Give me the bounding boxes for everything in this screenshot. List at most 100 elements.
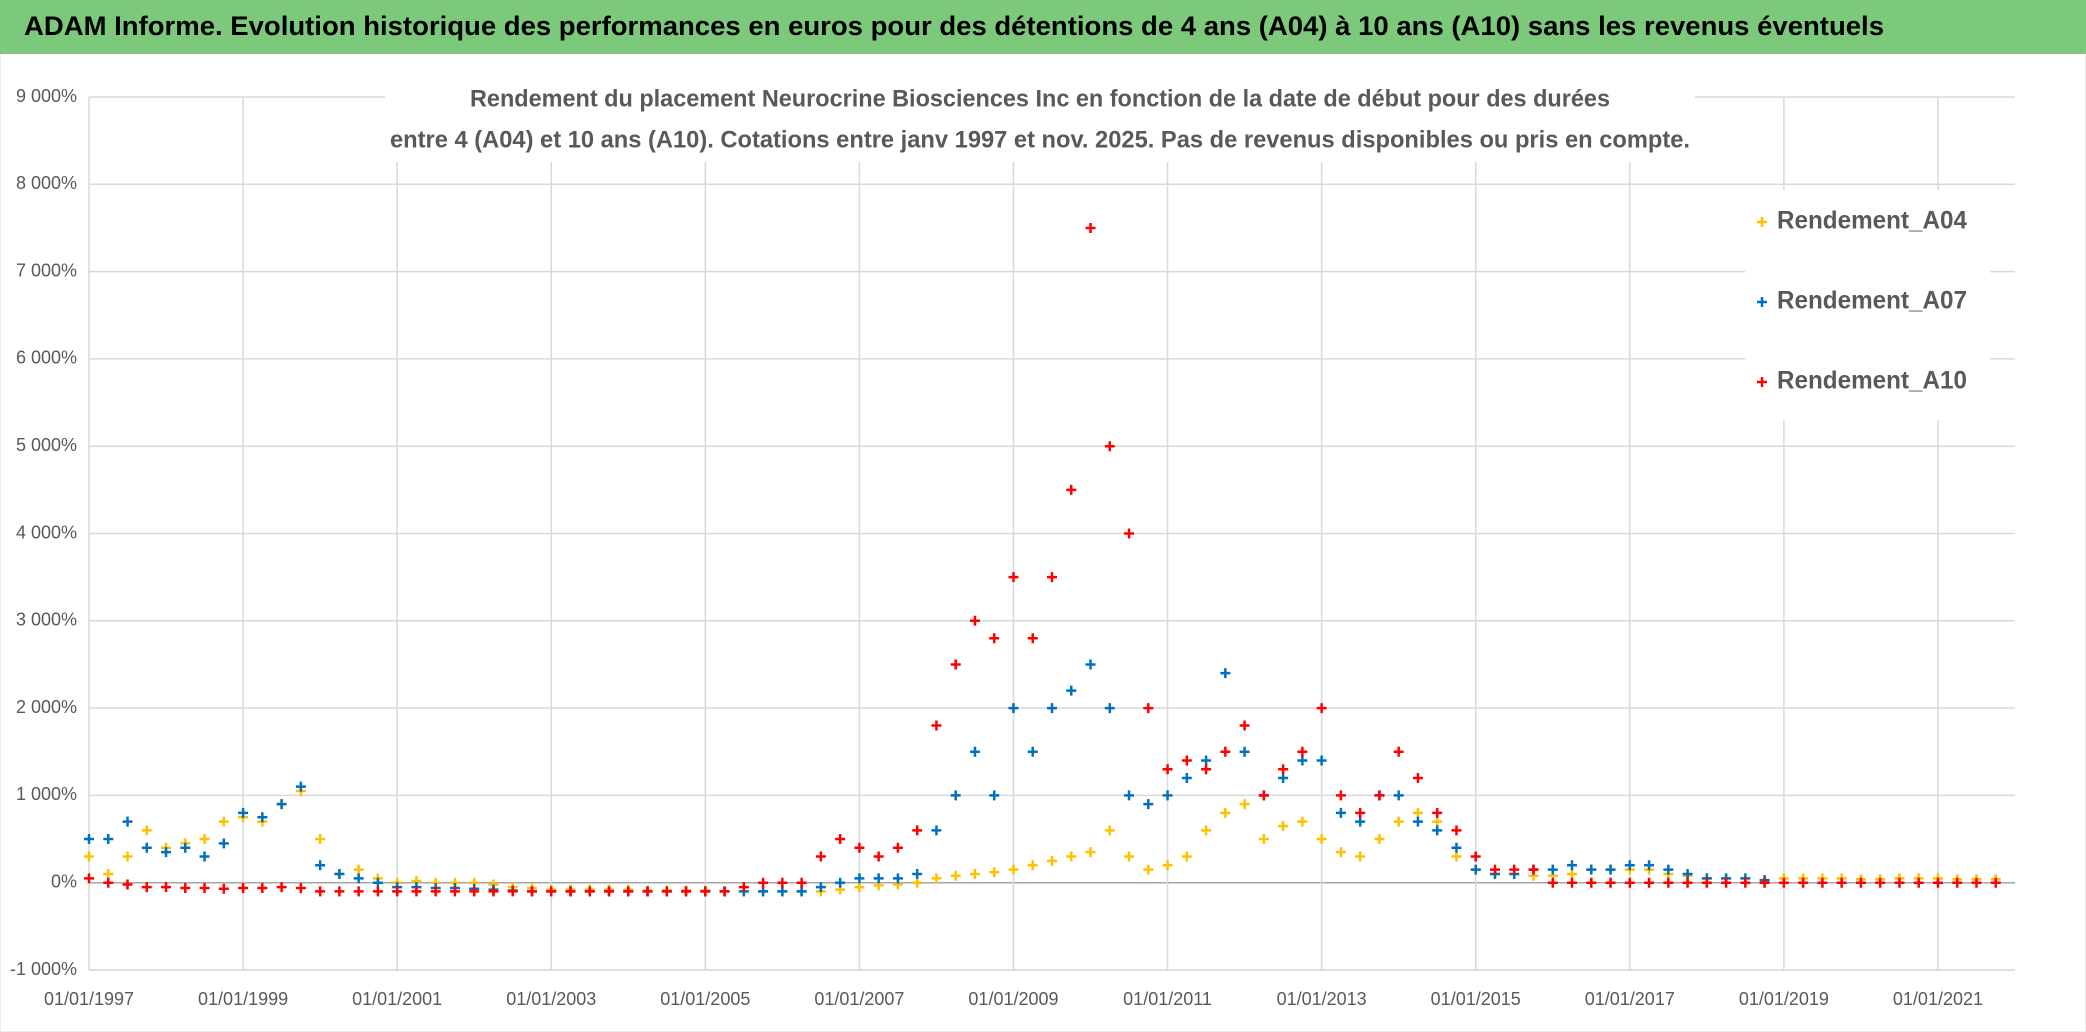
data-point (141, 842, 152, 853)
data-point (1547, 877, 1558, 888)
data-point (1682, 868, 1693, 879)
data-point (526, 886, 537, 897)
data-point (1355, 816, 1366, 827)
data-point (1432, 807, 1443, 818)
chart-subtitle: entre 4 (A04) et 10 ans (A10). Cotations… (390, 126, 1690, 153)
data-point (623, 886, 634, 897)
x-tick-label: 01/01/2011 (1123, 989, 1212, 1009)
data-point (238, 882, 249, 893)
data-point (353, 864, 364, 875)
data-point (430, 886, 441, 897)
data-point (1567, 868, 1578, 879)
data-point (1258, 834, 1269, 845)
data-point (1008, 703, 1019, 714)
x-tick-label: 01/01/2019 (1739, 989, 1829, 1009)
data-point (546, 886, 557, 897)
data-point (276, 882, 287, 893)
data-point (1855, 877, 1866, 888)
data-point (854, 842, 865, 853)
data-point (1201, 755, 1212, 766)
data-point (1297, 816, 1308, 827)
data-point (488, 886, 499, 897)
data-point (1374, 790, 1385, 801)
data-point (1181, 755, 1192, 766)
data-point (815, 882, 826, 893)
x-tick-label: 01/01/1999 (198, 989, 288, 1009)
legend-label: Rendement_A10 (1777, 367, 1967, 395)
data-point (1836, 877, 1847, 888)
data-point (84, 851, 94, 862)
data-point (1586, 864, 1597, 875)
data-point (1297, 755, 1308, 766)
data-point (1875, 877, 1886, 888)
data-point (1316, 755, 1327, 766)
data-point (295, 882, 306, 893)
y-tick-label: 4 000% (16, 522, 77, 542)
data-point (161, 882, 172, 893)
data-point (1335, 807, 1346, 818)
x-tick-label: 01/01/2009 (968, 989, 1058, 1009)
data-point (1047, 855, 1057, 866)
data-point (1605, 877, 1616, 888)
data-point (584, 886, 595, 897)
data-point (122, 851, 133, 862)
data-point (1220, 807, 1231, 818)
data-point (1605, 864, 1616, 875)
data-point (84, 834, 94, 845)
chart-title: ADAM Informe. Evolution historique des p… (24, 11, 1884, 41)
data-point (1085, 847, 1096, 858)
data-point (1412, 816, 1423, 827)
data-point (1952, 877, 1963, 888)
data-point (1258, 790, 1269, 801)
data-point (180, 842, 191, 853)
data-point (777, 886, 788, 897)
legend-label: Rendement_A07 (1777, 287, 1967, 315)
data-point (1278, 820, 1289, 831)
data-point (469, 886, 480, 897)
data-point (1432, 825, 1443, 836)
data-point (796, 886, 807, 897)
data-point (1104, 441, 1115, 452)
data-point (1181, 851, 1192, 862)
data-point (1798, 877, 1809, 888)
data-point (1393, 816, 1404, 827)
data-point (392, 886, 403, 897)
data-point (353, 873, 364, 884)
y-tick-label: 2 000% (16, 697, 77, 717)
data-point (1451, 842, 1462, 853)
data-point (950, 870, 961, 881)
data-point (315, 860, 326, 871)
data-point (1104, 825, 1115, 836)
x-tick-label: 01/01/2005 (660, 989, 750, 1009)
data-point (1124, 790, 1135, 801)
data-point (1220, 668, 1231, 679)
data-point (1297, 746, 1308, 757)
data-point (969, 615, 980, 626)
data-point (892, 842, 903, 853)
x-tick-label: 01/01/2003 (506, 989, 596, 1009)
data-point (161, 847, 172, 858)
title-bar (0, 0, 2086, 54)
data-point (276, 799, 287, 810)
data-point (642, 886, 653, 897)
data-point (969, 746, 980, 757)
y-tick-label: -1 000% (10, 959, 77, 979)
data-point (950, 790, 961, 801)
data-point (257, 882, 268, 893)
data-point (854, 873, 865, 884)
subtitle-box (385, 78, 1695, 162)
y-tick-label: 6 000% (16, 348, 77, 368)
data-point (1432, 816, 1443, 827)
data-point (950, 659, 961, 670)
data-point (1740, 877, 1751, 888)
data-point (719, 886, 730, 897)
data-point (122, 816, 133, 827)
data-point (315, 834, 326, 845)
data-point (1644, 860, 1655, 871)
data-point (1547, 864, 1558, 875)
data-point (1682, 877, 1693, 888)
data-point (199, 834, 210, 845)
data-point (103, 834, 114, 845)
data-point (1143, 799, 1154, 810)
